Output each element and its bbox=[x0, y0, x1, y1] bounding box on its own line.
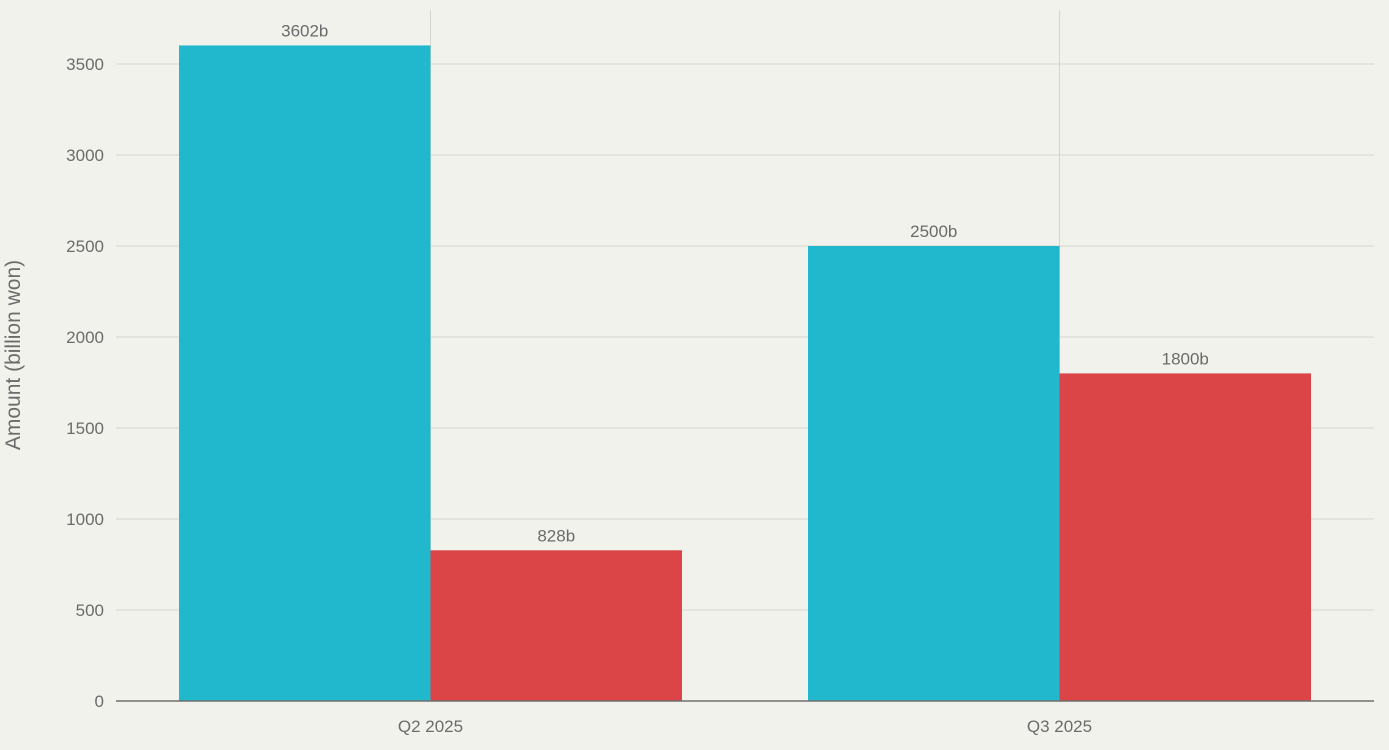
data-labels: 3602b 2500b 828b 1800b bbox=[281, 21, 1209, 545]
data-label: 2500b bbox=[910, 222, 957, 241]
y-tick-label: 3500 bbox=[66, 55, 104, 74]
bars bbox=[179, 45, 1311, 702]
data-label: 3602b bbox=[281, 21, 328, 40]
bar bbox=[1059, 373, 1311, 701]
y-tick-label: 3000 bbox=[66, 146, 104, 165]
x-tick-label: Q3 2025 bbox=[1027, 717, 1092, 736]
data-label: 1800b bbox=[1162, 349, 1209, 368]
bar bbox=[430, 550, 682, 701]
y-tick-label: 1500 bbox=[66, 419, 104, 438]
y-tick-label: 1000 bbox=[66, 510, 104, 529]
y-tick-label: 0 bbox=[95, 692, 104, 711]
y-axis-title: Amount (billion won) bbox=[2, 260, 25, 450]
y-tick-label: 500 bbox=[76, 601, 104, 620]
bar bbox=[179, 45, 431, 702]
axes: Amount (billion won) 0 500 1000 1500 2000 250… bbox=[2, 55, 1374, 736]
data-label: 828b bbox=[537, 526, 575, 545]
y-tick-label: 2500 bbox=[66, 237, 104, 256]
y-tick-label: 2000 bbox=[66, 328, 104, 347]
bar bbox=[808, 246, 1060, 701]
x-tick-label: Q2 2025 bbox=[398, 717, 463, 736]
